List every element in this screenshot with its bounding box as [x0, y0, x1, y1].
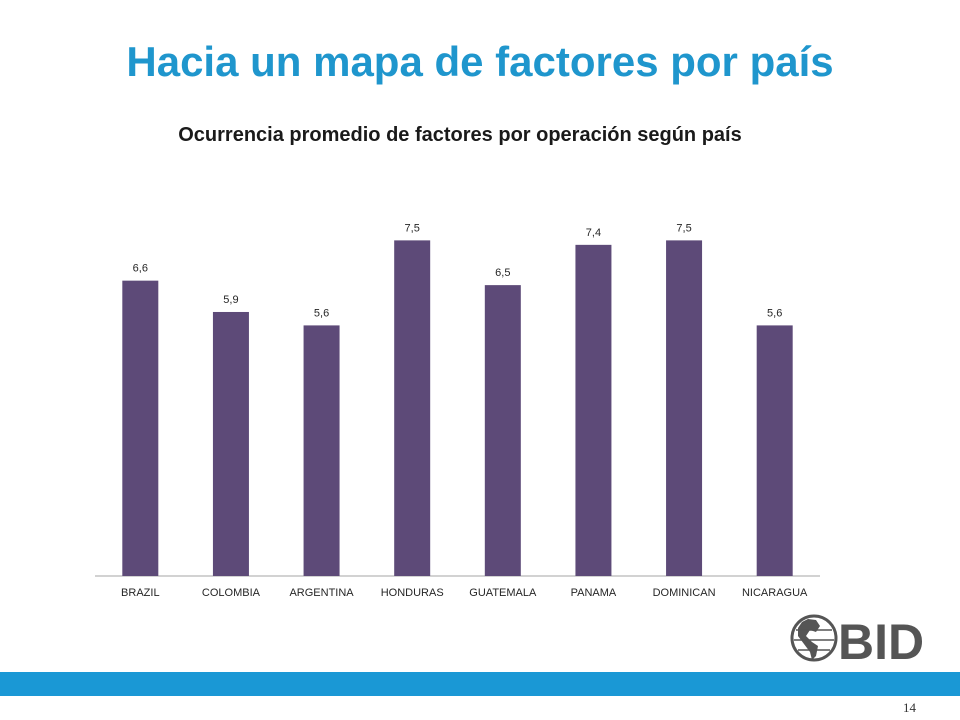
- footer-band: [0, 672, 960, 696]
- bar-panama: [575, 244, 612, 576]
- bar-honduras: [394, 240, 431, 576]
- slide-title: Hacia un mapa de factores por país: [126, 38, 834, 85]
- x-tick-label: BRAZIL: [121, 587, 160, 599]
- bar-chart: 6,6 BRAZIL 5,9 COLOMBIA 5,6 ARGENTINA 7,5 HONDU…: [95, 222, 820, 599]
- data-label: 5,9: [223, 294, 238, 306]
- bar-brazil: [122, 280, 159, 576]
- x-tick-label: NICARAGUA: [742, 587, 808, 599]
- bid-logo: BID: [790, 614, 924, 666]
- chart-title: Ocurrencia promedio de factores por oper…: [178, 124, 742, 146]
- data-label: 6,5: [495, 267, 510, 279]
- x-tick-label: COLOMBIA: [202, 587, 261, 599]
- x-tick-label: PANAMA: [571, 587, 617, 599]
- data-label: 7,5: [676, 222, 691, 234]
- x-tick-label: DOMINICAN: [653, 587, 716, 599]
- data-label: 5,6: [314, 307, 329, 319]
- x-tick-label: HONDURAS: [381, 587, 444, 599]
- bid-logo-text: BID: [838, 614, 924, 666]
- bar-colombia: [212, 311, 249, 576]
- data-label: 5,6: [767, 307, 782, 319]
- globe-icon: [790, 614, 838, 662]
- page-number: 14: [903, 700, 916, 715]
- bar-guatemala: [484, 285, 521, 576]
- data-label: 7,4: [586, 227, 601, 239]
- bar-dominican: [666, 240, 703, 576]
- x-tick-label: ARGENTINA: [289, 587, 354, 599]
- data-label: 7,5: [405, 222, 420, 234]
- data-label: 6,6: [133, 263, 148, 275]
- bar-nicaragua: [756, 325, 793, 576]
- bar-argentina: [303, 325, 340, 576]
- x-tick-label: GUATEMALA: [469, 587, 537, 599]
